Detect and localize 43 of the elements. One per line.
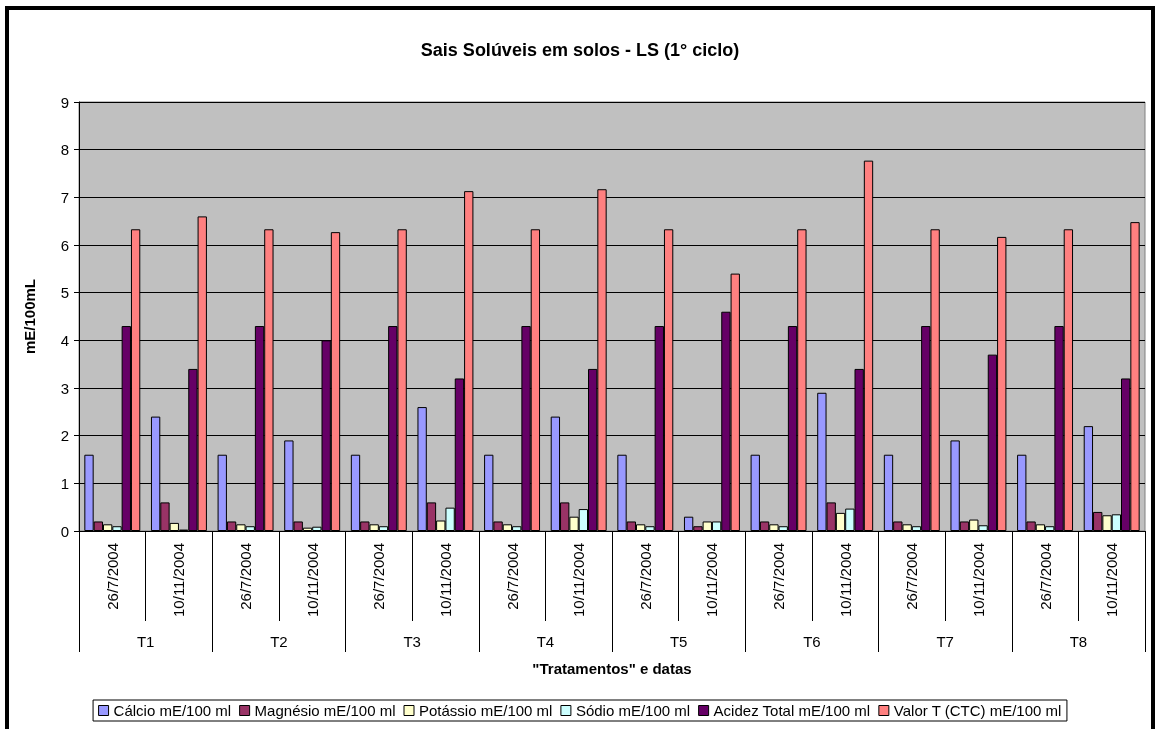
text: T5	[669, 633, 688, 650]
chart-title: Sais Solúveis em solos - LS (1° ciclo)	[420, 40, 740, 60]
text: T7	[936, 633, 954, 650]
text: T4	[536, 633, 555, 650]
y-tick-label: 0	[60, 522, 69, 540]
x-tick-label: 26/7/2004	[370, 543, 388, 610]
y-tick-label: 8	[60, 141, 69, 159]
legend-label: Valor T (CTC) mE/100 ml	[893, 702, 1062, 719]
x-tick-label: 10/11/2004	[969, 543, 987, 617]
legend-label: Cálcio mE/100 ml	[113, 702, 232, 719]
text: T1	[136, 633, 155, 650]
x-axis-title: "Tratamentos" e datas	[532, 660, 692, 677]
legend-label: Potássio mE/100 ml	[419, 702, 553, 719]
y-tick-label: 1	[60, 474, 69, 492]
x-tick-label: 26/7/2004	[237, 543, 255, 610]
x-tick-label: 26/7/2004	[770, 543, 788, 610]
y-tick-label: 7	[60, 188, 69, 206]
y-axis-title: mE/100mL	[21, 278, 38, 355]
x-tick-label: 10/11/2004	[703, 543, 721, 617]
x-tick-label: 10/11/2004	[1103, 543, 1121, 617]
y-tick-label: 5	[60, 284, 69, 302]
x-tick-label: 10/11/2004	[170, 543, 188, 617]
legend-label: Magnésio mE/100 ml	[254, 702, 396, 719]
x-tick-label: 26/7/2004	[636, 543, 654, 610]
x-tick-label: 26/7/2004	[503, 543, 521, 610]
x-tick-label: 26/7/2004	[1036, 543, 1054, 610]
y-tick-label: 4	[60, 331, 69, 349]
legend-label: Acidez Total mE/100 ml	[713, 702, 871, 719]
y-tick-label: 2	[60, 427, 69, 445]
x-tick-label: 26/7/2004	[103, 543, 121, 610]
text: T2	[270, 633, 288, 650]
x-tick-label: 10/11/2004	[836, 543, 854, 617]
x-tick-label: 26/7/2004	[903, 543, 921, 610]
text: T3	[403, 633, 421, 650]
text: T6	[803, 633, 821, 650]
x-tick-label: 10/11/2004	[303, 543, 321, 617]
legend-label: Sódio mE/100 ml	[575, 702, 691, 719]
y-tick-label: 6	[60, 236, 69, 254]
y-tick-label: 3	[60, 379, 69, 397]
x-tick-label: 10/11/2004	[436, 543, 454, 617]
x-tick-label: 10/11/2004	[570, 543, 588, 617]
text: T8	[1069, 633, 1088, 650]
y-tick-label: 9	[60, 93, 69, 111]
